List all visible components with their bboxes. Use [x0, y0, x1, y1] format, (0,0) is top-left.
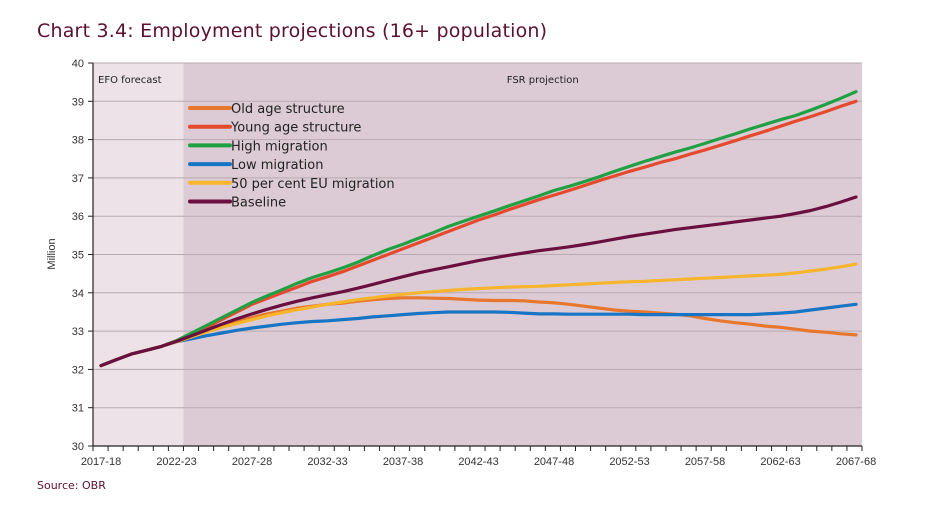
x-tick-label: 2057-58 [685, 456, 725, 468]
region-label: EFO forecast [98, 75, 162, 86]
x-tick-label: 2047-48 [534, 456, 574, 468]
legend: Old age structure Young age structure High… [188, 102, 395, 211]
y-tick-label: 40 [72, 58, 84, 70]
y-tick-label: 36 [72, 211, 84, 223]
y-tick-label: 33 [72, 326, 84, 338]
legend-label: 50 per cent EU migration [231, 177, 395, 192]
axes: 30 31 32 33 34 35 36 37 38 39 40 2017-18 2022-23 2027… [72, 58, 876, 468]
gridlines [93, 62, 862, 409]
y-axis-title: Million [46, 238, 58, 269]
x-tick-label: 2017-18 [81, 456, 121, 468]
y-tick-label: 32 [72, 364, 84, 376]
legend-label: Old age structure [231, 102, 345, 117]
chart-title: Chart 3.4: Employment projections (16+ p… [37, 20, 548, 42]
x-tick-label: 2062-63 [760, 456, 800, 468]
x-tick-label: 2052-53 [609, 456, 649, 468]
y-tick-label: 39 [72, 96, 84, 108]
x-tick-label: 2042-43 [458, 456, 498, 468]
series-line-low-migration [99, 302, 858, 368]
series-line-high-migration [99, 90, 858, 368]
series-line-50-per-cent-eu-migration [99, 262, 858, 368]
source-note: Source: OBR [37, 479, 106, 492]
x-tick-label: 2037-38 [383, 456, 423, 468]
x-tick-label: 2022-23 [156, 456, 196, 468]
legend-label: Baseline [231, 196, 286, 211]
y-tick-label: 37 [72, 173, 84, 185]
legend-label: High migration [231, 139, 328, 154]
y-tick-label: 38 [72, 135, 84, 147]
y-tick-label: 31 [72, 403, 84, 415]
y-tick-label: 30 [72, 441, 84, 453]
series-line-baseline [99, 195, 858, 368]
y-tick-label: 35 [72, 250, 84, 262]
series-line-young-age-structure [99, 99, 858, 368]
legend-label: Young age structure [230, 121, 361, 136]
region-label: FSR projection [507, 75, 579, 86]
x-tick-label: 2032-33 [307, 456, 347, 468]
y-tick-label: 34 [72, 288, 84, 300]
x-tick-label: 2027-28 [232, 456, 272, 468]
x-tick-label: 2067-68 [836, 456, 876, 468]
legend-label: Low migration [231, 158, 323, 173]
series-layer [99, 90, 858, 368]
